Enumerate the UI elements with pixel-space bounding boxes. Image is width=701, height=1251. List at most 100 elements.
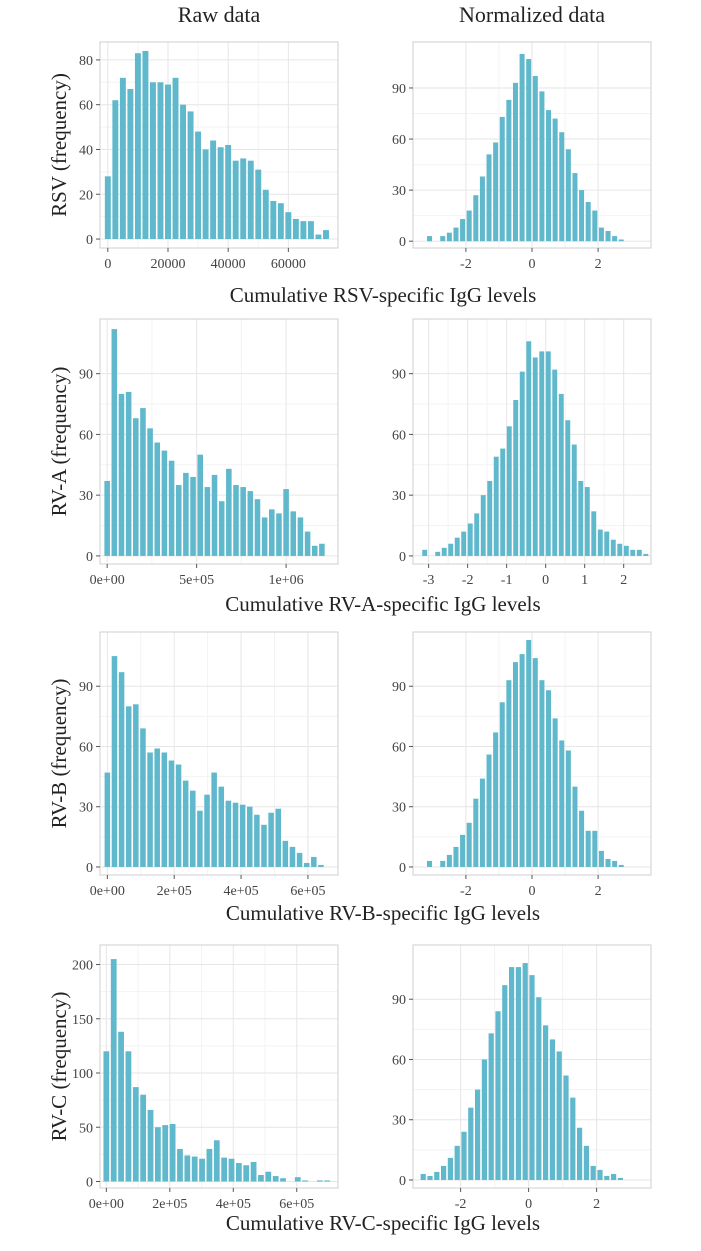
histogram-bar [570, 1097, 576, 1180]
histogram-bar [604, 1175, 610, 1180]
panel-border [99, 631, 339, 876]
histogram-bar [197, 454, 203, 556]
histogram-bar [546, 110, 552, 242]
histogram-bar [427, 236, 433, 242]
histogram-bar [154, 442, 161, 556]
histogram-bar [493, 142, 499, 242]
y-tick-label: 90 [392, 82, 406, 97]
histogram-bar [268, 812, 274, 867]
x-tick-label: 0 [104, 257, 111, 272]
histogram-bar [479, 176, 485, 242]
histogram-bar [161, 752, 168, 867]
histogram-bar [149, 82, 156, 240]
y-tick-label: 0 [399, 1174, 406, 1189]
y-tick-label: 0 [399, 550, 406, 565]
histogram-bar [519, 53, 525, 242]
histogram-bar [487, 480, 493, 556]
histogram-bar [488, 1033, 494, 1180]
histogram-bar [454, 1145, 460, 1180]
histogram-bar [118, 1031, 124, 1182]
histogram-bar [579, 810, 585, 867]
histogram-bar [474, 513, 480, 556]
histogram-bar [577, 1127, 583, 1180]
histogram-bar [155, 1127, 161, 1182]
histogram-bar [283, 489, 289, 556]
histogram-bar [324, 1180, 331, 1182]
y-tick-label: 50 [79, 1121, 93, 1136]
histogram-bar [453, 227, 459, 242]
x-tick-label: 60000 [271, 257, 306, 272]
y-tick-label: 0 [86, 550, 93, 565]
histogram-bar [221, 1157, 228, 1182]
histogram-bar [140, 1094, 147, 1182]
histogram-bar [304, 531, 311, 556]
x-tick-label: 2 [595, 884, 602, 899]
histogram-bar [300, 221, 307, 240]
histogram-bar [147, 428, 153, 556]
histogram-bar [169, 1123, 176, 1182]
histogram-bar [610, 539, 616, 556]
histogram-bar [591, 511, 597, 556]
histogram-bar [598, 227, 604, 242]
y-tick-label: 200 [72, 959, 93, 974]
histogram-bar [578, 480, 584, 556]
histogram-bar [250, 1161, 257, 1182]
y-tick-label: 60 [79, 740, 93, 755]
histogram-bar [636, 549, 642, 556]
x-tick-label: -2 [460, 884, 472, 899]
histogram-bar [617, 543, 623, 556]
column-title-raw: Raw data [178, 2, 261, 27]
panel-border [412, 318, 652, 565]
panel-r0-c1: 0 30 60 90 -2 0 2 [392, 41, 652, 272]
histogram-bar [202, 149, 209, 240]
histogram-bar [303, 862, 310, 867]
histogram-bar [280, 1178, 286, 1182]
histogram-bar [585, 202, 591, 242]
histogram-bar [183, 472, 189, 556]
histogram-bar [499, 116, 505, 242]
histogram-bar [262, 189, 269, 240]
histogram-bar [243, 1165, 250, 1182]
histogram-bar [199, 1158, 205, 1182]
histogram-bar [294, 1177, 301, 1182]
histogram-bar [282, 840, 289, 867]
x-axis-label: Cumulative RV-B-specific IgG levels [226, 901, 540, 925]
histogram-bar [240, 158, 247, 240]
histogram-bar [604, 531, 610, 556]
histogram-bar [605, 230, 611, 242]
histogram-bar [583, 1145, 589, 1180]
histogram-bar [232, 160, 239, 240]
histogram-bar [420, 1173, 426, 1180]
histogram-bar [441, 547, 447, 556]
histogram-bar [454, 537, 460, 556]
histogram-bar [545, 351, 551, 556]
histogram-bar [261, 824, 267, 867]
histogram-bar [157, 82, 164, 240]
y-tick-label: 0 [86, 1175, 93, 1190]
histogram-bar [297, 517, 304, 556]
histogram-bar [460, 219, 466, 242]
x-tick-label: 2 [595, 257, 602, 272]
histogram-bar [623, 545, 629, 556]
y-tick-label: 60 [392, 428, 406, 443]
histogram-bar [480, 495, 486, 556]
histogram-bar [277, 203, 284, 240]
histogram-bar [154, 748, 160, 867]
panel-r3-c0: 0 50 100 150 200 0e+00 2e+05 4e+05 6e+05 RV-C (fr… [47, 944, 540, 1235]
y-tick-label: 30 [392, 1114, 406, 1129]
x-tick-label: 0e+00 [90, 573, 125, 588]
histogram-bar [563, 1075, 569, 1180]
y-tick-label: 60 [392, 133, 406, 148]
y-tick-label: 90 [392, 680, 406, 695]
histogram-bar [584, 487, 590, 556]
histogram-bar [125, 1051, 132, 1182]
x-tick-label: 1e+06 [269, 573, 304, 588]
histogram-bar [235, 1163, 242, 1182]
histogram-bar [630, 549, 636, 556]
histogram-bar [598, 850, 604, 867]
histogram-bar [175, 485, 182, 556]
histogram-bar [319, 543, 325, 556]
histogram-bar [211, 772, 217, 867]
y-tick-label: 90 [392, 368, 406, 383]
